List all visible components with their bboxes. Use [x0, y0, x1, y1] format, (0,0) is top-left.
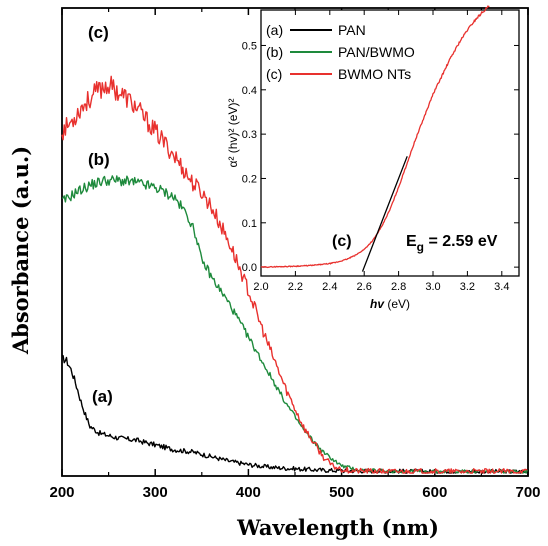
- inset-frame: [260, 9, 520, 277]
- legend-name: PAN: [338, 22, 366, 38]
- legend-label: (a): [266, 22, 283, 38]
- legend-name: BWMO NTs: [338, 66, 411, 82]
- curve-label-a: (a): [92, 387, 113, 406]
- inset-y-tick-label: 0.4: [242, 85, 257, 97]
- inset-x-tick-label: 2.8: [391, 281, 406, 293]
- inset-x-tick-label: 2.2: [288, 281, 303, 293]
- inset-x-tick-label: 3.0: [425, 281, 440, 293]
- legend-name: PAN/BWMO: [338, 44, 415, 60]
- legend-label: (b): [266, 44, 283, 60]
- x-tick-label: 600: [422, 484, 447, 501]
- x-tick-label: 300: [143, 484, 168, 501]
- y-axis-title: Absorbance (a.u.): [8, 146, 33, 355]
- inset-y-axis-title: α² (hv)² (eV)²: [226, 99, 240, 168]
- inset-y-tick-label: 0.5: [242, 40, 257, 52]
- x-axis-title: Wavelength (nm): [236, 515, 439, 540]
- x-tick-label: 500: [329, 484, 354, 501]
- series-line-c: [61, 75, 528, 474]
- inset-curve-label: (c): [332, 233, 352, 250]
- inset-x-tick-label: 3.4: [494, 281, 509, 293]
- inset-fit-line: [361, 156, 408, 272]
- curve-label-c: (c): [88, 23, 109, 42]
- curve-label-b: (b): [88, 150, 110, 169]
- x-tick-label: 700: [515, 484, 540, 501]
- inset-x-axis-title: hv (eV): [370, 297, 410, 311]
- x-tick-label: 400: [236, 484, 261, 501]
- inset-x-tick-label: 2.4: [322, 281, 337, 293]
- inset-x-tick-label: 3.2: [460, 281, 475, 293]
- main-plot: 200 300 400 500 600 700 (a) (b) (c): [49, 7, 541, 501]
- inset-plot: 2.0 2.2 2.4 2.6 2.8 3.0 3.2 3.4 0.0 0.1 0.2 0.3 0.4 0…: [226, 5, 520, 311]
- inset-x-tick-label: 2.0: [253, 281, 268, 293]
- inset-y-tick-label: 0.1: [242, 218, 257, 230]
- inset-y-tick-label: 0.2: [242, 173, 257, 185]
- inset-y-tick-label: 0.0: [242, 262, 257, 274]
- inset-y-tick-label: 0.3: [242, 129, 257, 141]
- x-tick-label: 200: [49, 484, 74, 501]
- inset-x-tick-label: 2.6: [357, 281, 372, 293]
- legend-label: (c): [266, 66, 282, 82]
- band-gap-label: Eg = 2.59 eV: [406, 233, 498, 254]
